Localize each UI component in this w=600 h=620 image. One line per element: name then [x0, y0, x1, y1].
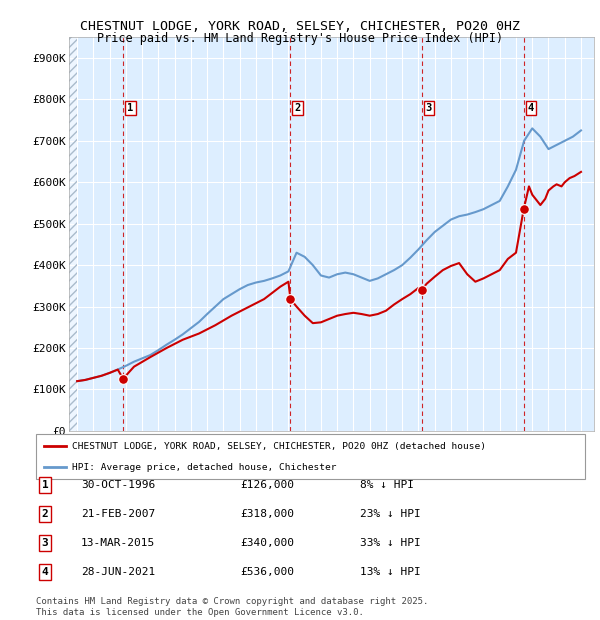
Text: HPI: Average price, detached house, Chichester: HPI: Average price, detached house, Chic…	[71, 463, 336, 472]
Text: 2: 2	[295, 103, 301, 113]
Text: 28-JUN-2021: 28-JUN-2021	[81, 567, 155, 577]
Text: 33% ↓ HPI: 33% ↓ HPI	[360, 538, 421, 548]
Text: CHESTNUT LODGE, YORK ROAD, SELSEY, CHICHESTER, PO20 0HZ (detached house): CHESTNUT LODGE, YORK ROAD, SELSEY, CHICH…	[71, 442, 485, 451]
Text: CHESTNUT LODGE, YORK ROAD, SELSEY, CHICHESTER, PO20 0HZ: CHESTNUT LODGE, YORK ROAD, SELSEY, CHICH…	[80, 20, 520, 33]
Text: 23% ↓ HPI: 23% ↓ HPI	[360, 509, 421, 519]
Text: 8% ↓ HPI: 8% ↓ HPI	[360, 480, 414, 490]
FancyBboxPatch shape	[36, 434, 585, 479]
Text: 1: 1	[41, 480, 49, 490]
Text: £126,000: £126,000	[240, 480, 294, 490]
Text: £340,000: £340,000	[240, 538, 294, 548]
Text: 21-FEB-2007: 21-FEB-2007	[81, 509, 155, 519]
Text: 13% ↓ HPI: 13% ↓ HPI	[360, 567, 421, 577]
Text: Price paid vs. HM Land Registry's House Price Index (HPI): Price paid vs. HM Land Registry's House …	[97, 32, 503, 45]
Text: 2: 2	[41, 509, 49, 519]
Text: 4: 4	[528, 103, 534, 113]
Text: 30-OCT-1996: 30-OCT-1996	[81, 480, 155, 490]
Text: 1: 1	[127, 103, 133, 113]
Text: £318,000: £318,000	[240, 509, 294, 519]
Text: £536,000: £536,000	[240, 567, 294, 577]
Text: 13-MAR-2015: 13-MAR-2015	[81, 538, 155, 548]
Text: 3: 3	[425, 103, 432, 113]
Text: 3: 3	[41, 538, 49, 548]
Text: Contains HM Land Registry data © Crown copyright and database right 2025.
This d: Contains HM Land Registry data © Crown c…	[36, 598, 428, 617]
Text: 4: 4	[41, 567, 49, 577]
